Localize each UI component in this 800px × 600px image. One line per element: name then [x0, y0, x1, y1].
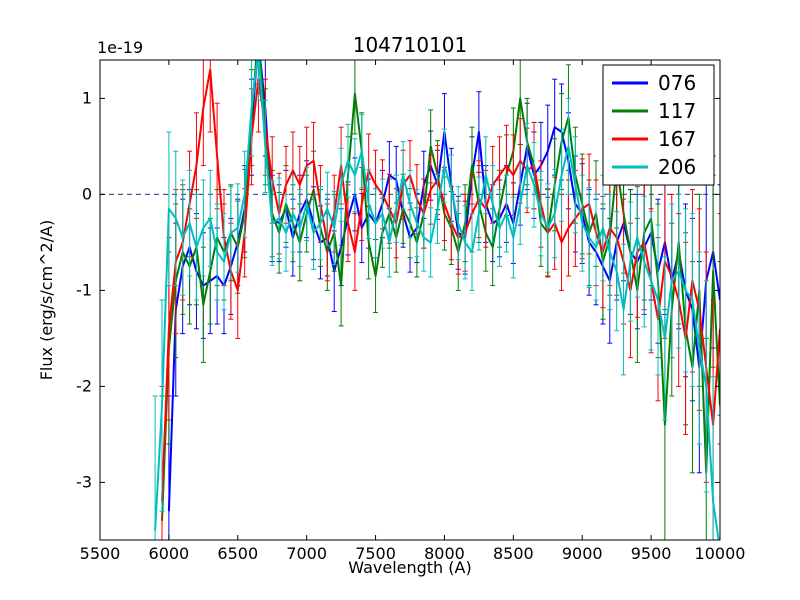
x-tick-label: 6000: [149, 544, 190, 563]
y-tick-label: 0: [82, 184, 92, 203]
y-tick-label: -2: [76, 376, 92, 395]
axes-frame: [99, 59, 721, 541]
y-tick-label: -1: [76, 280, 92, 299]
series-206-line: [154, 60, 720, 540]
axis-offset-label: 1e-19: [97, 38, 143, 57]
legend-label-117: 117: [658, 99, 696, 123]
y-tick-label: 1: [82, 88, 92, 107]
x-tick-label: 6500: [217, 544, 258, 563]
legend-label-167: 167: [658, 127, 696, 151]
plot-title: 104710101: [353, 33, 468, 57]
x-tick-label: 7500: [355, 544, 396, 563]
x-tick-label: 9500: [631, 544, 672, 563]
x-tick-label: 5500: [80, 544, 121, 563]
plot-area: [100, 60, 720, 540]
x-tick-label: 7000: [286, 544, 327, 563]
legend-box: [602, 64, 715, 186]
legend: 076 117 167 206: [602, 64, 715, 186]
x-tick-label: 9000: [562, 544, 603, 563]
legend-label-076: 076: [658, 71, 696, 95]
x-axis-label: Wavelength (A): [348, 558, 471, 577]
series-206: [152, 60, 720, 540]
axis-ticks: 5500 6000 6500 7000 7500 8000 8500 9000 9500 1000…: [76, 60, 745, 563]
x-tick-label: 8500: [493, 544, 534, 563]
x-tick-label: 8000: [424, 544, 465, 563]
x-tick-label: 10000: [695, 544, 746, 563]
legend-label-206: 206: [658, 155, 696, 179]
y-tick-label: -3: [76, 472, 92, 491]
y-axis-label: Flux (erg/s/cm^2/A): [37, 220, 56, 381]
